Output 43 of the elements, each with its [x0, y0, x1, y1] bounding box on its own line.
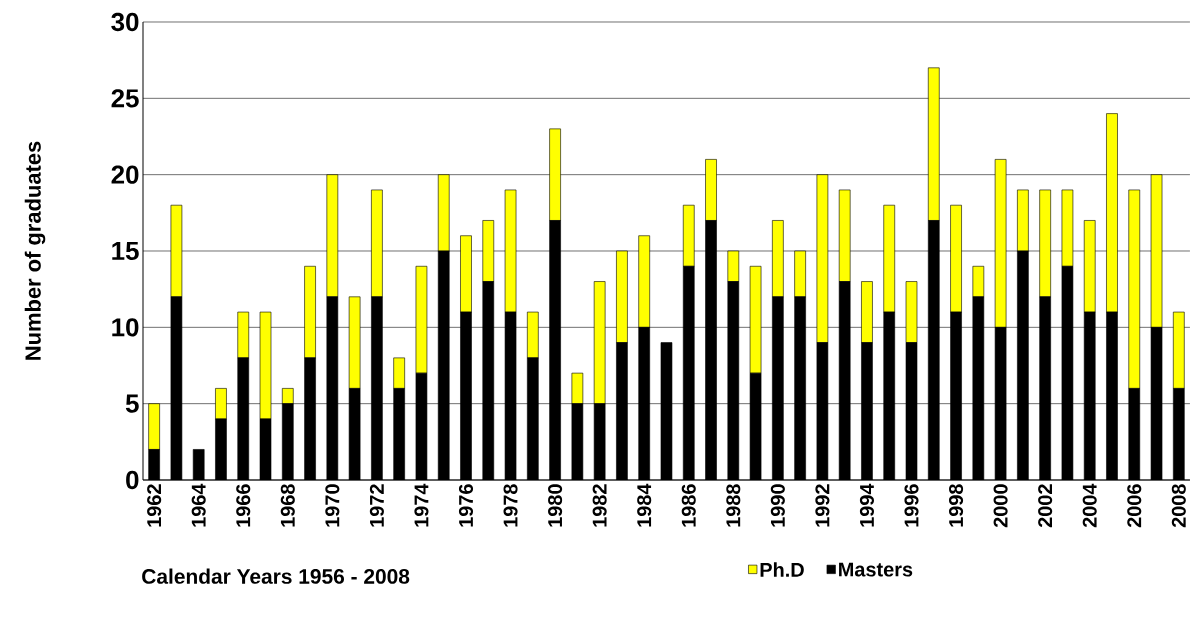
x-tick-label: 2004 [1082, 483, 1097, 528]
bar [215, 388, 227, 420]
x-tick-label: 2006 [1127, 484, 1142, 528]
bar [527, 311, 539, 359]
x-tick-label: 1994 [859, 483, 874, 527]
y-tick-label: 10 [112, 318, 139, 337]
y-tick-label: 25 [111, 89, 139, 108]
legend-label: Masters [839, 562, 913, 577]
x-tick-label: 1986 [681, 484, 696, 527]
x-tick-label: 1974 [414, 483, 429, 527]
y-tick-label: 15 [112, 241, 139, 261]
y-tick-label: 5 [125, 394, 139, 413]
x-tick-label: 1990 [770, 484, 785, 527]
x-tick-label: 1992 [815, 484, 830, 527]
x-tick-label: 1998 [949, 484, 964, 527]
x-tick-label: 1984 [637, 483, 652, 527]
y-axis-title: Number of graduates [24, 141, 46, 360]
x-tick-label: 1966 [236, 484, 251, 527]
x-tick-label: 1982 [592, 484, 607, 527]
bar [415, 265, 428, 374]
x-tick-label: 1976 [458, 484, 474, 527]
bar [749, 265, 762, 374]
x-tick-label: 2002 [1038, 484, 1053, 528]
legend-label: Ph.D [760, 562, 804, 577]
y-tick-label: 30 [111, 12, 139, 32]
bar [259, 311, 272, 420]
bar [304, 265, 316, 359]
x-tick-label: 1988 [726, 484, 741, 527]
x-tick-label: 1968 [280, 484, 295, 527]
bar [460, 235, 472, 313]
x-tick-label: 1964 [191, 483, 206, 527]
x-tick-label: 1972 [369, 484, 384, 527]
y-tick-label: 0 [126, 470, 139, 490]
x-tick-label: 2008 [1171, 484, 1186, 528]
x-tick-label: 2000 [993, 484, 1008, 528]
x-tick-label: 1970 [325, 484, 340, 527]
bar [237, 311, 250, 359]
x-axis-title: Calendar Years 1956 - 2008 [142, 568, 410, 584]
x-tick-label: 1996 [904, 484, 919, 527]
x-tick-label: 1980 [548, 484, 563, 527]
x-tick-label: 1962 [147, 484, 162, 527]
y-tick-label: 20 [111, 165, 139, 184]
x-tick-label: 1978 [503, 484, 518, 527]
